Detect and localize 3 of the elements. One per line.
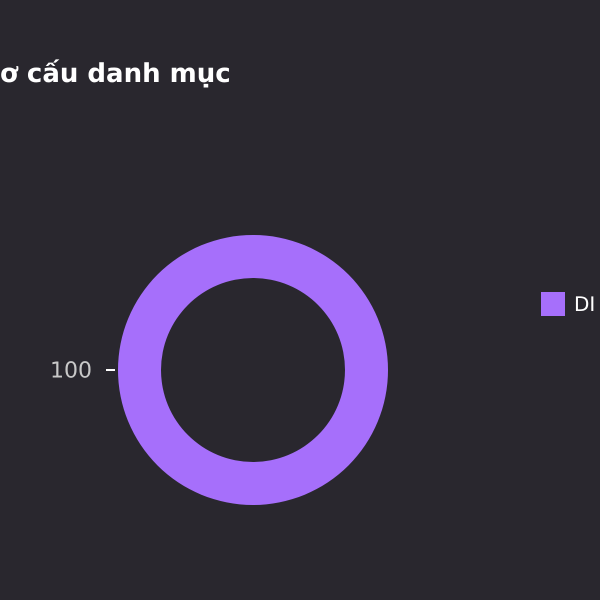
chart-title: ơ cấu danh mục xyxy=(0,59,231,89)
legend-label: DI xyxy=(574,292,596,316)
data-label: 100 xyxy=(50,358,92,384)
